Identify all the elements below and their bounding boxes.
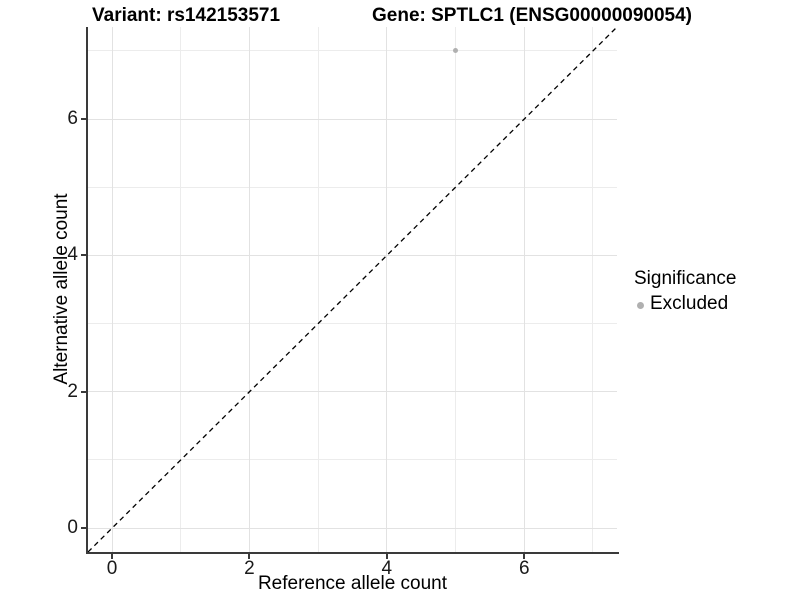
- y-tick-label: 4: [67, 244, 78, 266]
- minor-gridline-x: [455, 27, 457, 552]
- major-gridline-y: [88, 527, 617, 529]
- identity-line: [88, 27, 617, 552]
- major-gridline-y: [88, 391, 617, 393]
- y-tick-mark: [81, 390, 86, 393]
- x-tick-mark: [385, 554, 388, 559]
- x-tick-label: 0: [106, 558, 118, 579]
- x-tick-label: 4: [381, 558, 393, 579]
- minor-gridline-x: [592, 27, 594, 552]
- legend-title: Significance: [634, 268, 737, 289]
- y-tick-label: 6: [67, 108, 78, 130]
- minor-gridline-y: [88, 459, 617, 461]
- variant-title: Variant: rs142153571: [92, 5, 281, 26]
- y-tick-label: 0: [67, 517, 78, 539]
- legend-entry-label: Excluded: [650, 293, 729, 314]
- minor-gridline-y: [88, 50, 617, 52]
- x-axis-title: Reference allele count: [257, 573, 448, 594]
- y-tick-mark: [81, 254, 86, 257]
- legend: Significance Excluded: [634, 268, 736, 315]
- minor-gridline-x: [180, 27, 182, 552]
- x-tick-mark: [523, 554, 526, 559]
- excluded-point-icon: [637, 301, 644, 309]
- x-tick-mark: [111, 554, 114, 559]
- x-axis-line: [86, 552, 619, 554]
- gene-title: Gene: SPTLC1 (ENSG00000090054): [372, 5, 692, 26]
- major-gridline-x: [523, 27, 525, 552]
- legend-entry-excluded: Excluded: [634, 293, 736, 315]
- y-tick-label: 2: [67, 380, 78, 402]
- x-tick-label: 2: [244, 558, 255, 579]
- plot-panel: [88, 27, 617, 552]
- y-tick-mark: [81, 118, 86, 121]
- minor-gridline-y: [88, 186, 617, 188]
- major-gridline-y: [88, 254, 617, 256]
- y-axis-line: [86, 27, 88, 554]
- y-tick-mark: [81, 527, 86, 530]
- minor-gridline-y: [88, 323, 617, 325]
- major-gridline-x: [386, 27, 388, 552]
- y-axis-title: Alternative allele count: [51, 193, 72, 385]
- major-gridline-y: [88, 118, 617, 120]
- data-point: [453, 48, 459, 54]
- x-tick-label: 6: [518, 558, 530, 579]
- major-gridline-x: [248, 27, 250, 552]
- major-gridline-x: [111, 27, 113, 552]
- x-tick-mark: [248, 554, 251, 559]
- minor-gridline-x: [317, 27, 319, 552]
